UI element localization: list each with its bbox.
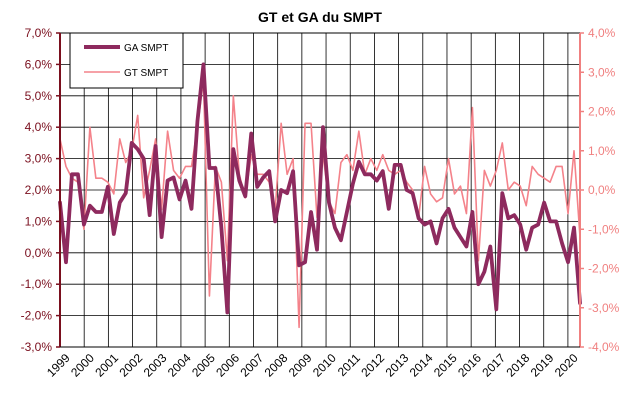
right-tick-label: 3,0% [588, 65, 616, 79]
x-tick-label: 1999 [44, 351, 73, 380]
left-tick-label: 3,0% [25, 152, 53, 166]
x-tick-label: 2000 [68, 351, 97, 380]
left-tick-label: 0,0% [25, 246, 53, 260]
series-line-ga-smpt [58, 62, 582, 315]
x-tick-label: 2014 [407, 351, 436, 380]
x-tick-label: 2020 [552, 351, 581, 380]
legend: GA SMPT GT SMPT [69, 32, 184, 89]
left-tick-label: 5,0% [25, 89, 53, 103]
right-tick-label: -4,0% [588, 340, 620, 354]
x-tick-label: 2005 [189, 351, 218, 380]
x-tick-label: 2013 [383, 351, 412, 380]
x-tick-label: 2001 [92, 351, 121, 380]
x-tick-label: 2007 [237, 351, 266, 380]
series-lines [58, 62, 582, 329]
x-tick-label: 2002 [117, 351, 146, 380]
right-tick-label: 0,0% [588, 183, 616, 197]
x-tick-label: 2016 [455, 351, 484, 380]
left-tick-label: 6,0% [25, 57, 53, 71]
x-tick-label: 2018 [504, 351, 533, 380]
x-tick-label: 2008 [262, 351, 291, 380]
right-tick-label: 4,0% [588, 26, 616, 40]
x-tick-label: 2015 [431, 351, 460, 380]
legend-label-ga: GA SMPT [124, 43, 168, 54]
x-tick-label: 2010 [310, 351, 339, 380]
x-tick-label: 2011 [335, 351, 363, 379]
right-tick-label: -2,0% [588, 262, 620, 276]
x-tick-label: 2009 [286, 351, 315, 380]
left-tick-label: 1,0% [25, 214, 53, 228]
x-tick-label: 2006 [213, 351, 242, 380]
left-tick-label: 7,0% [25, 26, 53, 40]
legend-box [69, 32, 184, 89]
x-tick-label: 2003 [141, 351, 170, 380]
chart-title: GT et GA du SMPT [258, 9, 382, 25]
x-tick-label: 2019 [528, 351, 557, 380]
left-tick-label: 4,0% [25, 120, 53, 134]
left-tick-label: -2,0% [21, 309, 53, 323]
legend-label-gt: GT SMPT [124, 68, 168, 79]
x-tick-label: 2012 [358, 351, 387, 380]
left-tick-label: 2,0% [25, 183, 53, 197]
x-tick-label: 2017 [479, 351, 508, 380]
x-tick-label: 2004 [165, 351, 194, 380]
right-tick-label: -3,0% [588, 301, 620, 315]
left-tick-label: -3,0% [21, 340, 53, 354]
right-tick-label: 2,0% [588, 105, 616, 119]
left-tick-label: -1,0% [21, 277, 53, 291]
right-tick-label: 1,0% [588, 144, 616, 158]
right-tick-label: -1,0% [588, 222, 620, 236]
